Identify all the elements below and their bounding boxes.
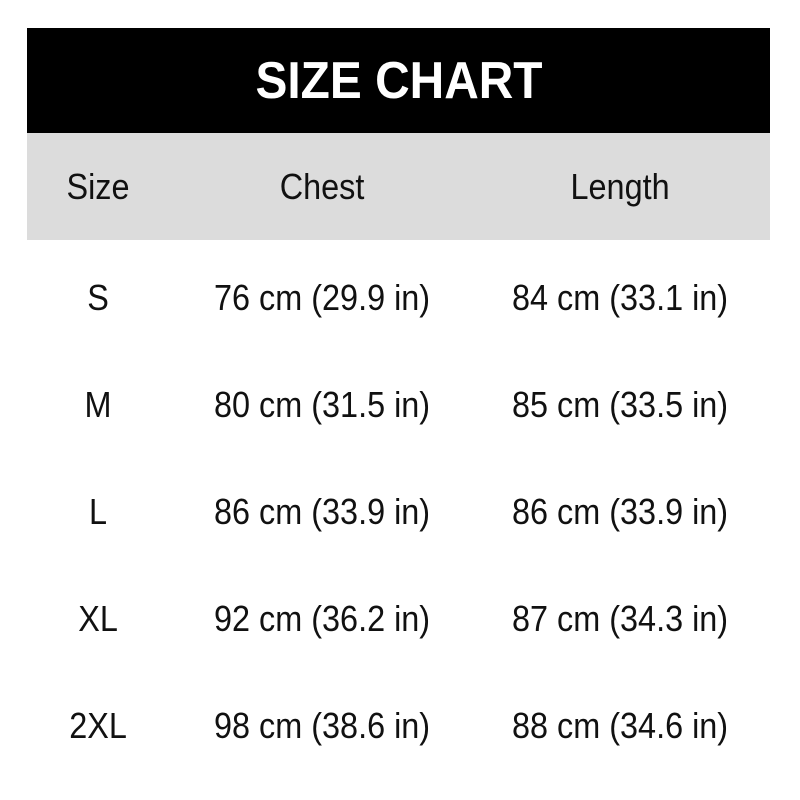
header-chest-label: Chest [279,165,365,207]
table-row: M 80 cm (31.5 in) 85 cm (33.5 in) [27,351,770,458]
header-chest: Chest [172,133,472,240]
size-value: XL [78,597,118,639]
length-cell: 85 cm (33.5 in) [470,351,770,458]
header-length-label: Length [570,165,670,207]
length-value: 88 cm (34.6 in) [511,704,729,746]
length-cell: 84 cm (33.1 in) [470,244,770,351]
chest-value: 86 cm (33.9 in) [213,490,431,532]
table-row: XL 92 cm (36.2 in) 87 cm (34.3 in) [27,565,770,672]
header-size: Size [27,133,169,240]
length-value: 85 cm (33.5 in) [511,383,729,425]
chest-cell: 92 cm (36.2 in) [172,565,472,672]
length-value: 86 cm (33.9 in) [511,490,729,532]
chest-value: 76 cm (29.9 in) [213,276,431,318]
chest-value: 98 cm (38.6 in) [213,704,431,746]
chest-value: 92 cm (36.2 in) [213,597,431,639]
size-cell: L [27,458,169,565]
size-cell: 2XL [27,672,169,779]
table-row: S 76 cm (29.9 in) 84 cm (33.1 in) [27,244,770,351]
size-cell: S [27,244,169,351]
header-length: Length [470,133,770,240]
chest-value: 80 cm (31.5 in) [213,383,431,425]
size-value: L [88,490,108,532]
table-header: Size Chest Length [27,133,770,240]
title-bar: SIZE CHART [27,28,770,133]
length-value: 87 cm (34.3 in) [511,597,729,639]
length-value: 84 cm (33.1 in) [511,276,729,318]
table-row: L 86 cm (33.9 in) 86 cm (33.9 in) [27,458,770,565]
chest-cell: 76 cm (29.9 in) [172,244,472,351]
length-cell: 88 cm (34.6 in) [470,672,770,779]
size-cell: XL [27,565,169,672]
table-row: 2XL 98 cm (38.6 in) 88 cm (34.6 in) [27,672,770,779]
chest-cell: 80 cm (31.5 in) [172,351,472,458]
size-cell: M [27,351,169,458]
length-cell: 86 cm (33.9 in) [470,458,770,565]
length-cell: 87 cm (34.3 in) [470,565,770,672]
chest-cell: 86 cm (33.9 in) [172,458,472,565]
chest-cell: 98 cm (38.6 in) [172,672,472,779]
size-value: 2XL [69,704,127,746]
size-value: M [84,383,112,425]
size-value: S [87,276,109,318]
header-size-label: Size [66,165,130,207]
page-title: SIZE CHART [254,51,543,110]
